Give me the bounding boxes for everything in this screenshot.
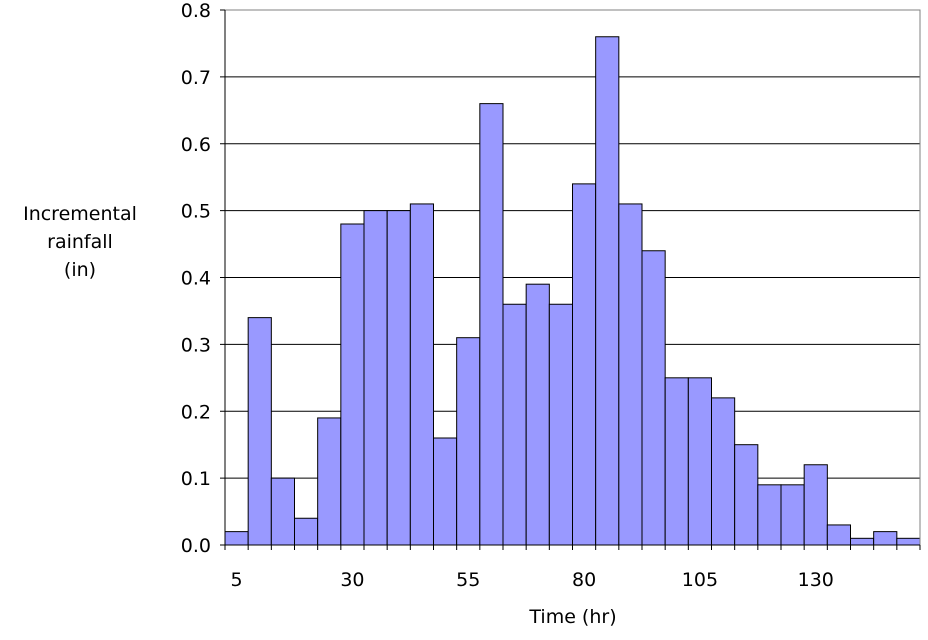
y-axis-title-line-2: rainfall — [47, 231, 113, 253]
bar — [456, 337, 481, 546]
bar — [294, 517, 319, 546]
bar — [340, 223, 365, 546]
bar — [224, 531, 249, 546]
x-axis: 5 30 55 80 105 130 — [224, 544, 921, 591]
bar — [850, 537, 875, 546]
bars — [224, 36, 921, 546]
y-tick-label: 0.6 — [181, 134, 211, 156]
x-tick-label: 55 — [456, 569, 480, 591]
bar — [757, 484, 782, 546]
bar — [548, 303, 573, 546]
bar — [317, 417, 342, 546]
x-tick-label: 80 — [572, 569, 596, 591]
x-tick-label: 30 — [340, 569, 364, 591]
bar — [664, 377, 689, 546]
bar — [525, 283, 550, 546]
bar — [409, 203, 435, 546]
y-tick-label: 0.3 — [181, 334, 211, 356]
y-tick-label: 0.1 — [181, 468, 211, 490]
bar — [479, 103, 504, 546]
bar — [687, 377, 712, 546]
bar — [711, 397, 736, 546]
y-tick-label: 0.2 — [181, 401, 211, 423]
y-axis: 0.0 0.1 0.2 0.3 0.4 0.5 0.6 0.7 0.8 — [181, 0, 226, 557]
bar — [572, 183, 597, 546]
y-axis-title-line-3: (in) — [64, 259, 96, 281]
bar — [896, 537, 921, 546]
bar — [618, 203, 643, 546]
y-tick-label: 0.5 — [181, 201, 211, 223]
bar — [502, 303, 527, 546]
bar — [734, 444, 759, 546]
x-tick-label: 5 — [231, 569, 243, 591]
bar — [873, 531, 898, 546]
bar — [595, 36, 620, 546]
y-tick-label: 0.7 — [181, 67, 211, 89]
x-tick-label: 130 — [798, 569, 834, 591]
bar — [270, 477, 296, 546]
bar — [386, 210, 411, 546]
bar — [780, 484, 805, 546]
bar — [826, 524, 851, 546]
x-axis-title: Time (hr) — [528, 606, 616, 628]
y-axis-title-line-1: Incremental — [23, 203, 137, 225]
y-tick-label: 0.0 — [181, 535, 211, 557]
bar — [433, 437, 458, 546]
y-tick-label: 0.8 — [181, 0, 211, 22]
bar — [363, 210, 388, 546]
x-tick-label: 105 — [682, 569, 718, 591]
y-tick-label: 0.4 — [181, 268, 211, 290]
bar — [803, 464, 828, 546]
bar — [247, 317, 272, 546]
bar — [641, 250, 666, 546]
